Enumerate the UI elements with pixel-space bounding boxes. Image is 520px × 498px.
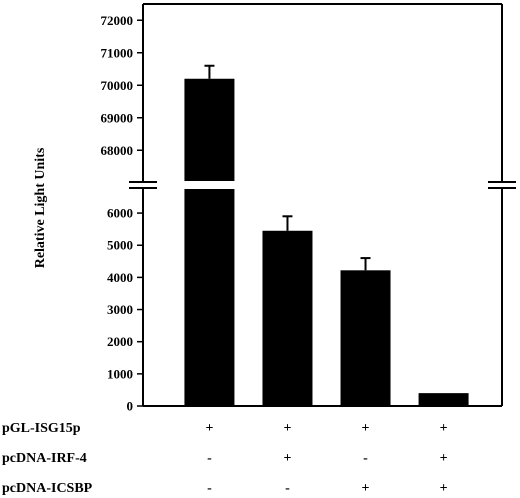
condition-sign: - — [363, 451, 368, 466]
condition-sign: + — [440, 481, 448, 496]
y-tick-label: 4000 — [107, 270, 133, 285]
y-tick-label: 69000 — [101, 110, 134, 125]
condition-label: pGL-ISG15p — [2, 421, 81, 436]
y-tick-label: 72000 — [101, 13, 134, 28]
condition-sign: - — [285, 481, 290, 496]
break-gap — [129, 181, 516, 189]
bar — [418, 393, 469, 406]
condition-sign: - — [207, 451, 212, 466]
condition-sign: + — [440, 451, 448, 466]
y-tick-label: 68000 — [101, 143, 134, 158]
bar — [340, 270, 391, 406]
condition-label: pcDNA-IRF-4 — [2, 451, 87, 466]
condition-sign: + — [283, 421, 291, 436]
y-tick-label: 0 — [127, 399, 134, 414]
y-tick-label: 6000 — [107, 206, 133, 221]
y-tick-label: 70000 — [101, 78, 134, 93]
condition-sign: - — [207, 481, 212, 496]
condition-label: pcDNA-ICSBP — [2, 481, 93, 496]
y-axis-label: Relative Light Units — [33, 147, 48, 268]
y-tick-label: 3000 — [107, 302, 133, 317]
y-tick-label: 2000 — [107, 334, 133, 349]
condition-sign: + — [283, 451, 291, 466]
axis-break-marks — [129, 181, 516, 189]
condition-sign: + — [362, 481, 370, 496]
y-tick-label: 5000 — [107, 238, 133, 253]
bars — [184, 64, 469, 406]
y-axis-ticks: 0 1000 2000 3000 4000 5000 6000 68000 69000 70000… — [101, 13, 143, 414]
condition-sign: + — [205, 421, 213, 436]
condition-sign: + — [440, 421, 448, 436]
y-tick-label: 71000 — [101, 45, 134, 60]
y-tick-label: 1000 — [107, 366, 133, 381]
condition-table: pGL-ISG15p + + + + pcDNA-IRF-4 - + - + pcDNA-ICSBP… — [2, 421, 448, 496]
bar — [184, 78, 235, 406]
condition-sign: + — [362, 421, 370, 436]
bar — [262, 230, 313, 406]
